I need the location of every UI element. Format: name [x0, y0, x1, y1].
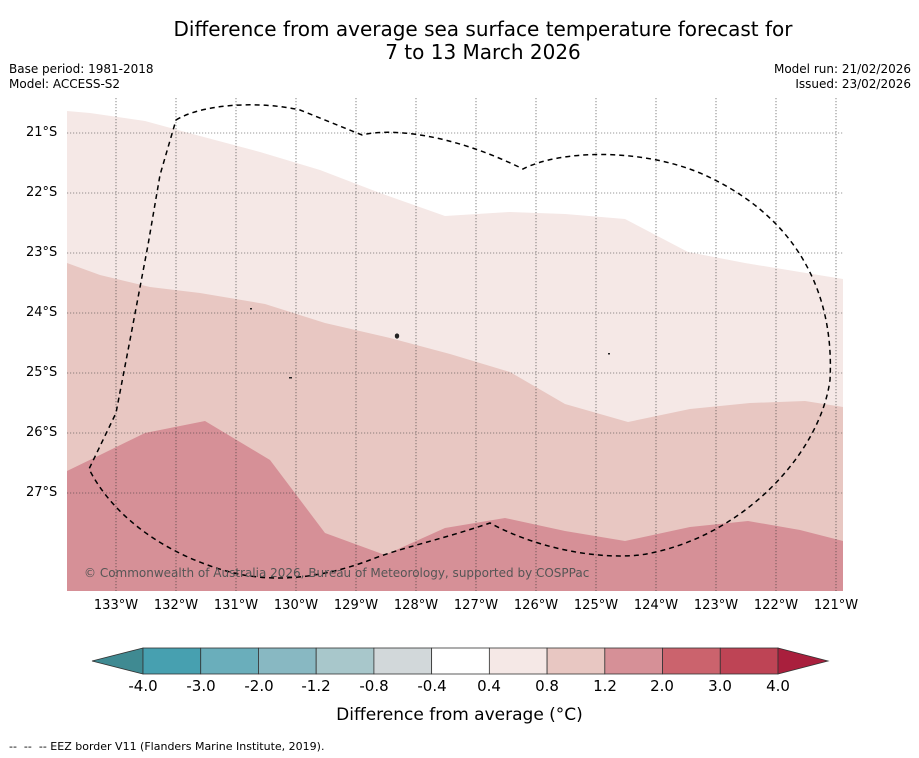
- colorbar-box: [546, 647, 606, 675]
- lon-label-124w: 124°W: [633, 598, 679, 613]
- lon-label-132w: 132°W: [153, 598, 199, 613]
- base-period: Base period: 1981-2018: [9, 62, 154, 76]
- colorbar-tick: -4.0: [128, 677, 158, 695]
- colorbar-tick: -0.4: [417, 677, 447, 695]
- colorbar: [91, 647, 830, 675]
- colorbar-boxes: [142, 647, 779, 675]
- colorbar-tick: 2.0: [650, 677, 674, 695]
- colorbar-box: [200, 647, 259, 675]
- colorbar-box: [604, 647, 663, 675]
- colorbar-tick: 4.0: [766, 677, 790, 695]
- copyright-notice: © Commonwealth of Australia 2026, Bureau…: [84, 566, 589, 580]
- colorbar-box: [373, 647, 433, 675]
- island-marker: [250, 308, 252, 310]
- meta-left: Base period: 1981-2018 Model: ACCESS-S2: [9, 62, 154, 92]
- grid-lines: [67, 98, 843, 591]
- lat-label-24s: 24°S: [26, 305, 58, 320]
- model-name: Model: ACCESS-S2: [9, 77, 121, 91]
- colorbar-tick: 0.8: [535, 677, 559, 695]
- lon-label-129w: 129°W: [333, 598, 379, 613]
- title-line-2: 7 to 13 March 2026: [385, 40, 581, 64]
- chart-title: Difference from average sea surface temp…: [0, 18, 919, 64]
- colorbar-tick: -3.0: [186, 677, 216, 695]
- map-plot-area: © Commonwealth of Australia 2026, Bureau…: [67, 98, 843, 591]
- colorbar-box: [315, 647, 375, 675]
- colorbar-box: [488, 647, 548, 675]
- meta-right: Model run: 21/02/2026 Issued: 23/02/2026: [774, 62, 911, 92]
- colorbar-tick: 3.0: [708, 677, 732, 695]
- colorbar-tick: -0.8: [359, 677, 389, 695]
- lon-label-123w: 123°W: [693, 598, 739, 613]
- lon-label-125w: 125°W: [573, 598, 619, 613]
- lat-label-22s: 22°S: [26, 185, 58, 200]
- lat-label-23s: 23°S: [26, 245, 58, 260]
- colorbar-high-extension: [777, 647, 830, 675]
- island-marker: [289, 377, 292, 379]
- lon-label-128w: 128°W: [393, 598, 439, 613]
- colorbar-low-extension: [91, 647, 144, 675]
- colorbar-tick: 1.2: [593, 677, 617, 695]
- lat-label-26s: 26°S: [26, 425, 58, 440]
- eez-footnote: -- -- -- EEZ border V11 (Flanders Marine…: [9, 740, 325, 753]
- lon-label-133w: 133°W: [93, 598, 139, 613]
- colorbar-tick: -2.0: [244, 677, 274, 695]
- island-marker: [608, 353, 610, 355]
- colorbar-label: Difference from average (°C): [336, 705, 583, 725]
- colorbar-box: [662, 647, 721, 675]
- anomaly-band-1.2-2.0: [67, 421, 843, 591]
- colorbar-tick: 0.4: [477, 677, 501, 695]
- lon-label-126w: 126°W: [513, 598, 559, 613]
- issued-date: Issued: 23/02/2026: [795, 77, 911, 91]
- model-run: Model run: 21/02/2026: [773, 62, 911, 76]
- island-marker: [394, 333, 400, 339]
- lat-label-25s: 25°S: [26, 365, 58, 380]
- colorbar-box: [142, 647, 202, 675]
- lat-label-27s: 27°S: [26, 485, 58, 500]
- islands: [250, 308, 610, 379]
- colorbar-box: [258, 647, 317, 675]
- lat-label-21s: 21°S: [26, 125, 58, 140]
- lon-label-121w: 121°W: [813, 598, 859, 613]
- title-line-1: Difference from average sea surface temp…: [173, 17, 793, 41]
- colorbar-box: [431, 647, 490, 675]
- colorbar-box: [719, 647, 779, 675]
- colorbar-tick: -1.2: [301, 677, 331, 695]
- lon-label-122w: 122°W: [753, 598, 799, 613]
- lon-label-130w: 130°W: [273, 598, 319, 613]
- lon-label-127w: 127°W: [453, 598, 499, 613]
- lon-label-131w: 131°W: [213, 598, 259, 613]
